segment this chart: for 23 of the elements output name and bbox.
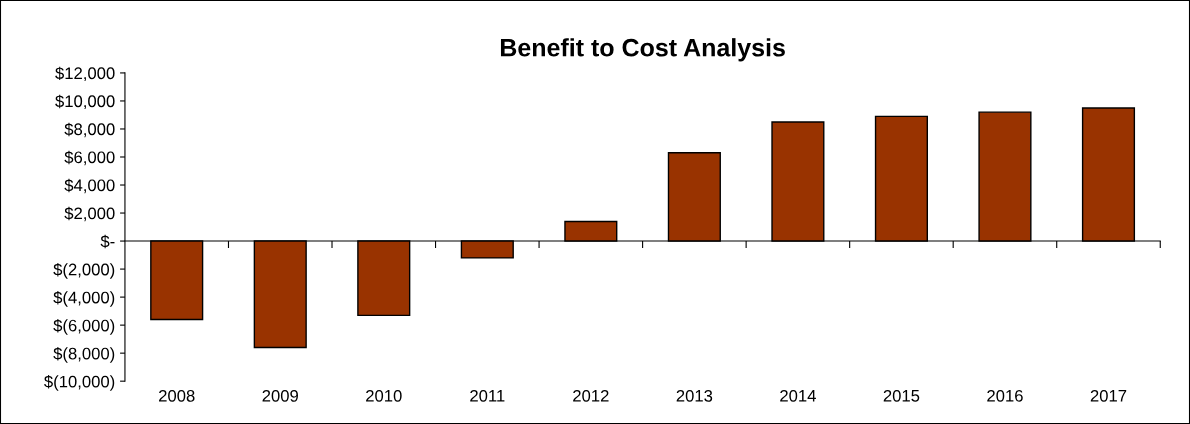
y-tick-label: $(2,000) bbox=[53, 262, 115, 279]
y-tick-label: $- bbox=[100, 234, 115, 249]
x-tick-label: 2016 bbox=[987, 389, 1023, 402]
y-tick-label: $8,000 bbox=[64, 122, 115, 138]
x-tick-label: 2013 bbox=[676, 389, 713, 402]
x-tick-label: 2011 bbox=[470, 389, 505, 402]
x-tick-label: 2012 bbox=[573, 389, 609, 402]
y-tick-label: $(4,000) bbox=[53, 290, 115, 307]
y-tick-label: $6,000 bbox=[64, 150, 115, 166]
y-tick-label: $10,000 bbox=[55, 94, 115, 110]
x-tick-label: 2017 bbox=[1090, 389, 1127, 402]
x-tick-label: 2010 bbox=[366, 389, 402, 402]
y-tick-label: $(10,000) bbox=[44, 375, 115, 391]
x-tick-label: 2009 bbox=[262, 389, 298, 402]
y-tick-label: $4,000 bbox=[64, 178, 115, 194]
x-tick-label: 2014 bbox=[780, 389, 816, 402]
chart-title: Benefit to Cost Analysis bbox=[500, 38, 785, 62]
y-tick-label: $12,000 bbox=[55, 66, 115, 82]
y-tick-label: $(8,000) bbox=[53, 346, 115, 363]
x-tick-label: 2015 bbox=[883, 389, 920, 402]
x-tick-label: 2008 bbox=[159, 389, 195, 402]
y-tick-label: $2,000 bbox=[64, 206, 115, 222]
y-tick-label: $(6,000) bbox=[53, 318, 115, 335]
